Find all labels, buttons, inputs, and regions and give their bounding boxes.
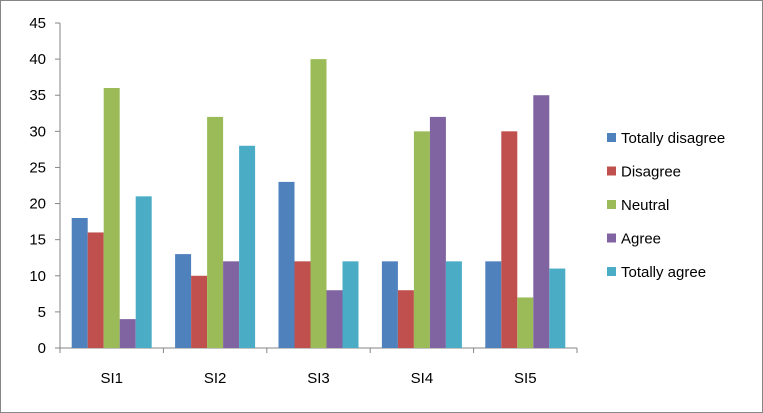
bar-totally-disagree-si1 <box>71 218 88 348</box>
bar-disagree-si4 <box>397 290 414 348</box>
y-tick-label: 0 <box>38 340 46 357</box>
x-tick-label: SI5 <box>514 370 537 387</box>
bar-agree-si2 <box>223 261 240 348</box>
bar-agree-si5 <box>533 95 550 348</box>
y-tick-label: 35 <box>29 87 46 104</box>
bar-agree-si3 <box>326 290 343 348</box>
bar-disagree-si2 <box>191 275 208 348</box>
legend-swatch <box>607 267 616 276</box>
bar-neutral-si3 <box>310 59 327 348</box>
legend-swatch <box>607 233 616 243</box>
legend-label: Neutral <box>621 197 669 214</box>
legend-label: Totally disagree <box>621 130 725 147</box>
bar-totally-disagree-si5 <box>485 261 502 348</box>
legend-label: Totally agree <box>621 264 706 281</box>
bar-agree-si1 <box>119 319 136 348</box>
y-tick-label: 25 <box>29 159 46 176</box>
bar-totally-agree-si5 <box>549 268 566 348</box>
legend-swatch <box>607 166 616 176</box>
y-tick-label: 30 <box>29 123 46 140</box>
bar-neutral-si5 <box>517 297 534 348</box>
bar-disagree-si3 <box>294 261 311 348</box>
x-tick-label: SI4 <box>411 370 434 387</box>
legend-swatch <box>607 200 616 209</box>
y-tick-label: 15 <box>29 232 46 249</box>
bar-neutral-si1 <box>103 88 120 348</box>
legend-label: Agree <box>621 231 661 248</box>
y-tick-label: 45 <box>29 15 46 32</box>
y-tick-label: 20 <box>29 196 46 213</box>
bar-disagree-si5 <box>501 131 518 348</box>
bar-totally-disagree-si3 <box>278 181 295 348</box>
bar-neutral-si4 <box>413 131 430 348</box>
y-tick-label: 5 <box>38 304 46 321</box>
legend-swatch <box>607 133 616 142</box>
legend-label: Disagree <box>621 164 681 181</box>
bar-totally-agree-si3 <box>342 261 359 348</box>
bar-neutral-si2 <box>207 116 224 348</box>
bar-disagree-si1 <box>87 232 104 348</box>
x-tick-label: SI2 <box>204 370 227 387</box>
y-tick-label: 10 <box>29 268 46 285</box>
bar-agree-si4 <box>429 116 446 348</box>
y-tick-label: 40 <box>29 51 46 68</box>
x-tick-label: SI1 <box>100 370 123 387</box>
bar-totally-disagree-si4 <box>381 261 398 348</box>
bar-totally-disagree-si2 <box>175 254 192 348</box>
bar-totally-agree-si2 <box>239 145 256 348</box>
x-tick-label: SI3 <box>307 370 330 387</box>
bar-totally-agree-si1 <box>135 196 152 348</box>
bar-totally-agree-si4 <box>445 261 462 348</box>
